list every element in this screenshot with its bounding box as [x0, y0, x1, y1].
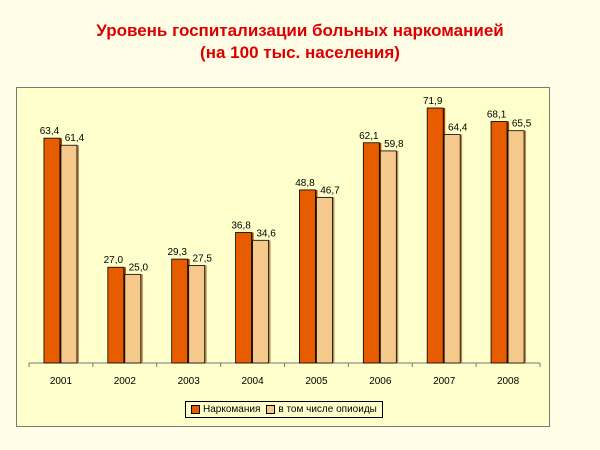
data-label: 62,1: [359, 131, 379, 142]
bar-narcomania-2002: [107, 266, 125, 364]
x-tick-label: 2002: [114, 376, 137, 387]
chart-title-line-1: Уровень госпитализации больных наркомани…: [96, 21, 504, 40]
data-label: 46,7: [320, 185, 340, 196]
chart-legend: Наркомания в том числе опиоиды: [185, 401, 383, 418]
bar-opioids-2007: [443, 134, 461, 364]
data-label: 71,9: [423, 96, 443, 107]
x-tick-label: 2007: [433, 376, 456, 387]
data-label: 59,8: [384, 139, 404, 150]
chart-title-line-2: (на 100 тыс. населения): [200, 43, 400, 62]
bar-narcomania-2005: [299, 189, 316, 364]
bar-opioids-2002: [124, 273, 142, 364]
data-label: 29,3: [167, 247, 187, 258]
x-tick-label: 2006: [369, 376, 392, 387]
bar-narcomania-2003: [171, 258, 189, 364]
data-label: 27,0: [104, 255, 124, 266]
bar-narcomania-2004: [235, 232, 252, 364]
chart-title: Уровень госпитализации больных наркомани…: [0, 20, 600, 64]
bar-opioids-2006: [379, 150, 397, 364]
data-label: 34,6: [256, 228, 276, 239]
data-label: 36,8: [231, 220, 251, 231]
bar-opioids-2001: [60, 144, 78, 364]
bar-opioids-2003: [188, 265, 206, 364]
legend-item-series-2: в том числе опиоиды: [266, 404, 377, 415]
data-label: 64,4: [448, 123, 468, 134]
x-tick-label: 2008: [497, 376, 520, 387]
legend-item-series-1: Наркомания: [191, 404, 260, 415]
legend-swatch-series-2: [266, 405, 276, 414]
x-tick-label: 2005: [305, 376, 328, 387]
x-tick-label: 2001: [50, 376, 73, 387]
bar-narcomania-2008: [490, 121, 508, 364]
bar-narcomania-2001: [43, 137, 61, 364]
legend-label-series-1: Наркомания: [203, 404, 261, 415]
legend-swatch-series-1: [191, 405, 200, 414]
bar-opioids-2005: [316, 196, 333, 364]
bar-opioids-2004: [252, 239, 269, 364]
data-label: 68,1: [487, 109, 507, 120]
bar-narcomania-2007: [426, 107, 444, 364]
legend-label-series-2: в том числе опиоиды: [278, 404, 377, 415]
x-tick-label: 2004: [241, 376, 264, 387]
x-tick-label: 2003: [178, 376, 201, 387]
data-label: 63,4: [40, 126, 60, 137]
data-label: 27,5: [192, 253, 212, 264]
data-label: 61,4: [65, 133, 85, 144]
data-label: 25,0: [129, 262, 149, 273]
data-label: 48,8: [295, 178, 315, 189]
bar-narcomania-2006: [362, 142, 380, 364]
data-label: 65,5: [512, 119, 532, 130]
bar-opioids-2008: [507, 130, 525, 364]
